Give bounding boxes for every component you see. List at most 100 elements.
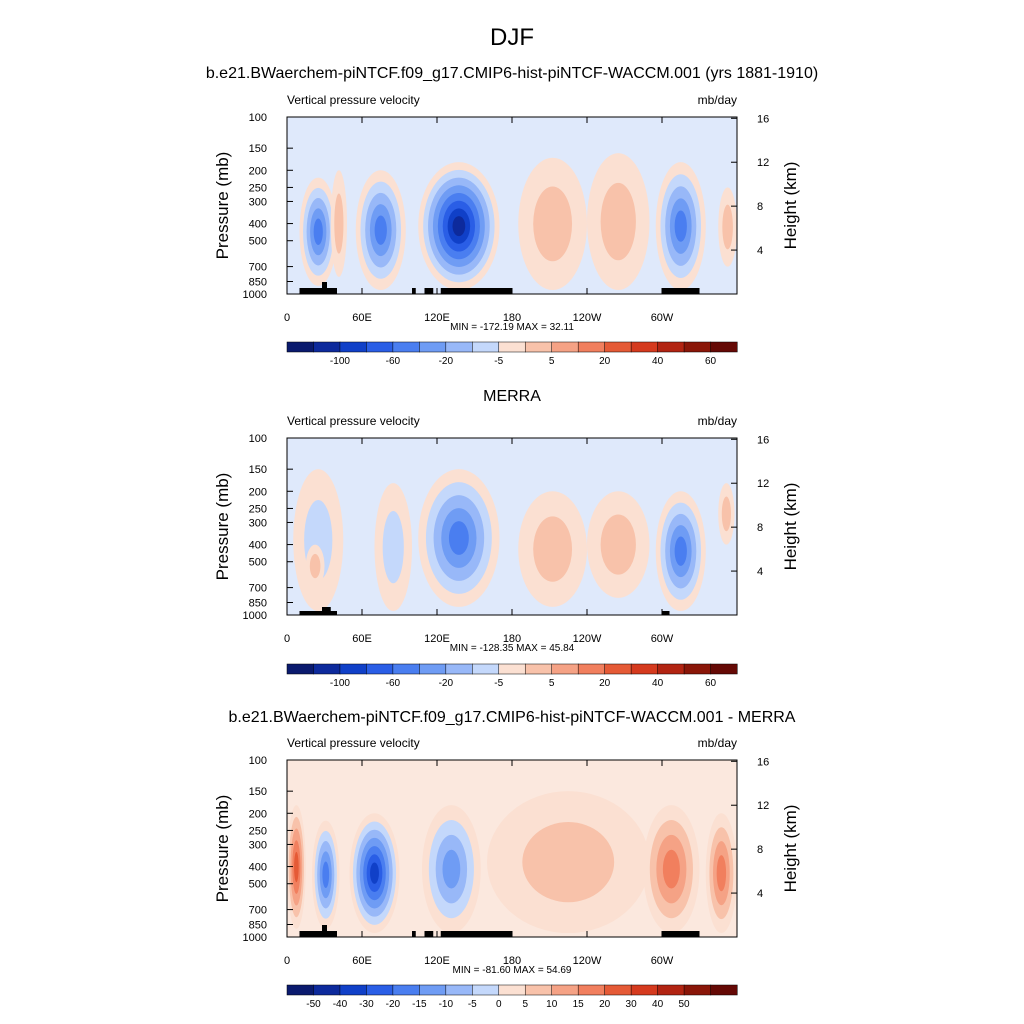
colorbar-swatch (683, 341, 712, 353)
colorbar-swatch (419, 341, 447, 353)
colorbar-swatch (604, 984, 632, 996)
y-tick-label: 700 (249, 905, 267, 917)
colorbar-swatch (710, 341, 738, 353)
contour-field (287, 760, 737, 937)
y-tick-label: 100 (249, 433, 267, 445)
y2-axis-label: Height (km) (781, 483, 800, 571)
colorbar-swatch (419, 984, 447, 996)
colorbar-swatch (392, 663, 420, 675)
contour-region (674, 210, 687, 242)
panel-subtitle: MERRA (483, 388, 541, 405)
colorbar-swatch (710, 984, 738, 996)
x-tick-label: 60E (352, 955, 372, 967)
colorbar-swatch (524, 341, 553, 353)
topography-mask (440, 288, 512, 294)
y2-tick-label: 12 (757, 800, 769, 812)
colorbar-swatch (604, 341, 632, 353)
colorbar-label: 5 (549, 356, 555, 367)
x-tick-label: 180 (503, 312, 521, 324)
y-tick-label: 300 (249, 839, 267, 851)
contour-region (442, 849, 461, 889)
y-axis-label: Pressure (mb) (213, 795, 232, 903)
variable-label: Vertical pressure velocity (287, 414, 420, 428)
x-tick-label: 180 (503, 633, 521, 645)
colorbar-label: -30 (359, 999, 374, 1010)
colorbar-swatch (630, 663, 659, 675)
colorbar-swatch (577, 984, 606, 996)
topography-mask (662, 288, 700, 294)
colorbar-swatch (472, 663, 500, 675)
colorbar-label: -60 (386, 356, 401, 367)
contour-region (374, 215, 387, 245)
colorbar-swatch (313, 984, 341, 996)
colorbar-label: 20 (599, 999, 611, 1010)
colorbar-swatch (339, 984, 367, 996)
y2-tick-label: 12 (757, 478, 769, 490)
colorbar-swatch (392, 341, 420, 353)
units-label: mb/day (698, 93, 737, 107)
colorbar-swatch (577, 341, 606, 353)
colorbar-swatch (683, 663, 712, 675)
x-tick-label: 60W (651, 955, 674, 967)
colorbar-label: 20 (599, 356, 611, 367)
colorbar-swatch (366, 984, 394, 996)
units-label: mb/day (698, 736, 737, 750)
colorbar-swatch (524, 984, 553, 996)
x-tick-label: 120E (424, 633, 450, 645)
y-tick-label: 200 (249, 486, 267, 498)
colorbar-swatch (445, 663, 473, 675)
y-tick-label: 300 (249, 196, 267, 208)
colorbar-swatch (339, 341, 367, 353)
colorbar-label: 40 (652, 999, 664, 1010)
contour-region (600, 514, 636, 575)
min-max-stats: MIN = -81.60 MAX = 54.69 (453, 965, 572, 976)
colorbar-label: 20 (599, 678, 611, 689)
y-axis-label: Pressure (mb) (213, 152, 232, 260)
contour-region (674, 536, 687, 566)
colorbar-label: 30 (626, 999, 638, 1010)
y-tick-label: 200 (249, 165, 267, 177)
colorbar-label: -20 (439, 356, 454, 367)
variable-label: Vertical pressure velocity (287, 736, 420, 750)
colorbar-label: -5 (494, 678, 503, 689)
x-tick-label: 60W (651, 312, 674, 324)
colorbar-swatch (366, 663, 394, 675)
y-tick-label: 400 (249, 219, 267, 231)
x-tick-label: 60E (352, 633, 372, 645)
colorbar-swatch (551, 663, 579, 675)
panel-2: MERRA Vertical pressure velocity mb/day 0 60… (213, 388, 800, 689)
y-tick-label: 200 (249, 808, 267, 820)
topography-mask (299, 611, 337, 615)
colorbar-label: 50 (678, 999, 690, 1010)
y-tick-label: 1000 (243, 289, 267, 301)
x-tick-label: 60E (352, 312, 372, 324)
panel-3: b.e21.BWaerchem-piNTCF.f09_g17.CMIP6-his… (213, 709, 800, 1010)
y2-tick-label: 4 (757, 888, 763, 900)
x-tick-label: 120E (424, 312, 450, 324)
colorbar-swatch (419, 663, 447, 675)
colorbar-swatch (498, 984, 526, 996)
panel-subtitle: b.e21.BWaerchem-piNTCF.f09_g17.CMIP6-his… (206, 65, 818, 82)
y2-axis-label: Height (km) (781, 162, 800, 250)
y-tick-label: 850 (249, 598, 267, 610)
colorbar-label: 60 (705, 356, 717, 367)
topography-mask (424, 931, 434, 937)
colorbar-label: -40 (333, 999, 348, 1010)
colorbar-swatch (339, 663, 367, 675)
topography-mask (322, 282, 327, 294)
contour-field (287, 117, 737, 294)
colorbar-label: 5 (522, 999, 528, 1010)
y-tick-label: 150 (249, 464, 267, 476)
units-label: mb/day (698, 414, 737, 428)
x-tick-label: 120E (424, 955, 450, 967)
colorbar-label: 40 (652, 356, 664, 367)
contour-region (448, 521, 469, 555)
colorbar-label: 60 (705, 678, 717, 689)
y-tick-label: 100 (249, 755, 267, 767)
colorbar-label: 0 (496, 999, 502, 1010)
colorbar-swatch (657, 984, 685, 996)
colorbar-swatch (498, 341, 526, 353)
y-tick-label: 150 (249, 143, 267, 155)
colorbar-swatch (577, 663, 606, 675)
